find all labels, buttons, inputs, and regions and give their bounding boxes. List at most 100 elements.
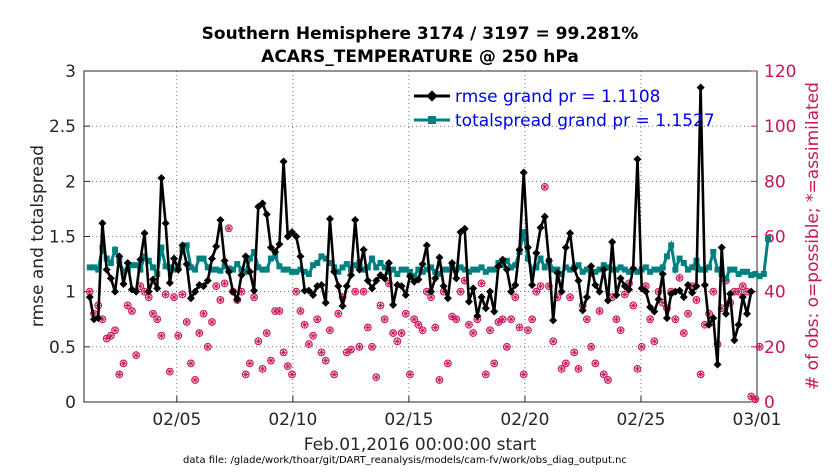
obs-assimilated-marker <box>487 327 494 334</box>
obs-assimilated-marker <box>588 343 595 350</box>
rmse-point <box>174 265 183 274</box>
totalspread-point <box>537 255 544 262</box>
obs-assimilated-marker <box>356 343 363 350</box>
obs-assimilated-marker <box>453 316 460 323</box>
obs-assimilated-marker <box>183 319 190 326</box>
obs-possible-marker <box>203 342 212 351</box>
obs-assimilated-marker <box>318 349 325 356</box>
obs-assimilated-marker <box>465 321 472 328</box>
obs-assimilated-marker <box>242 371 249 378</box>
obs-possible-marker <box>208 318 216 326</box>
rmse-point <box>304 286 313 295</box>
totalspread-point <box>604 264 611 271</box>
rmse-point <box>296 252 305 261</box>
obs-assimilated-marker <box>196 330 203 337</box>
left-axis-ticks: 0 0.5 1 1.5 2 2.5 3 <box>49 62 90 413</box>
obs-assimilated-marker <box>352 288 359 295</box>
obs-assimilated-marker <box>154 316 161 323</box>
rmse-point <box>115 252 124 261</box>
rmse-point <box>338 302 347 311</box>
obs-assimilated-marker <box>158 332 165 339</box>
rmse-point <box>523 243 532 252</box>
totalspread-point <box>326 259 333 266</box>
obs-assimilated-marker <box>613 316 620 323</box>
obs-assimilated-marker <box>406 371 413 378</box>
totalspread-point <box>221 263 228 270</box>
rmse-point <box>262 210 271 219</box>
totalspread-point <box>668 242 675 249</box>
rmse-point <box>212 242 221 251</box>
obs-assimilated-marker <box>390 330 397 337</box>
totalspread-point <box>234 261 241 268</box>
obs-assimilated-marker <box>255 338 262 345</box>
rmse-point <box>317 281 326 290</box>
totalspread-point <box>133 262 140 269</box>
obs-assimilated-marker <box>221 280 228 287</box>
totalspread-point <box>251 248 258 255</box>
obs-assimilated-marker <box>457 288 464 295</box>
totalspread-point <box>242 268 249 275</box>
rmse-point <box>132 287 141 296</box>
rmse-point <box>182 260 191 269</box>
totalspread-point <box>213 266 220 273</box>
obs-possible-marker <box>587 342 596 351</box>
totalspread-point <box>680 259 687 266</box>
obs-assimilated-marker <box>149 310 156 317</box>
rmse-point <box>490 307 499 316</box>
obs-possible-marker <box>469 329 478 337</box>
rmse-point <box>641 287 650 296</box>
obs-assimilated-marker <box>731 288 738 295</box>
totalspread-point <box>562 264 569 271</box>
rmse-point <box>405 272 414 281</box>
rmse-point <box>549 316 558 325</box>
y-axis-label: rmse and totalspread <box>28 145 48 327</box>
obs-assimilated-marker <box>756 343 763 350</box>
rmse-point <box>250 286 259 295</box>
obs-possible-marker <box>224 224 233 233</box>
obs-possible-marker <box>684 309 692 318</box>
obs-assimilated-marker <box>411 316 418 323</box>
totalspread-point <box>377 259 384 266</box>
obs-assimilated-marker <box>394 338 401 345</box>
obs-possible-marker <box>309 331 317 340</box>
rmse-point <box>599 265 608 274</box>
obs-possible-marker <box>650 337 659 346</box>
obs-assimilated-marker <box>347 346 354 353</box>
totalspread-point <box>520 229 527 236</box>
y-tick-label: 2 <box>65 172 76 192</box>
rmse-point <box>435 253 444 262</box>
totalspread-point <box>162 263 169 270</box>
totalspread-point <box>343 261 350 268</box>
obs-assimilated-marker <box>596 307 603 314</box>
x-axis-label: Feb.01,2016 00:00:00 start <box>304 435 537 455</box>
totalspread-point <box>756 273 763 280</box>
rmse-point <box>498 255 507 264</box>
rmse-point <box>536 223 545 232</box>
obs-possible-marker <box>317 348 326 357</box>
rmse-point <box>380 274 389 283</box>
totalspread-point <box>440 266 447 273</box>
rmse-point <box>557 287 566 296</box>
rmse-point <box>464 297 473 306</box>
obs-possible-marker <box>406 370 414 379</box>
obs-assimilated-marker <box>689 283 696 290</box>
obs-assimilated-marker <box>693 296 700 303</box>
obs-assimilated-marker <box>385 280 392 287</box>
obs-possible-marker <box>599 370 608 379</box>
rmse-point <box>633 155 642 164</box>
obs-possible-marker <box>545 282 553 291</box>
obs-assimilated-marker <box>440 288 447 295</box>
obs-possible-marker <box>187 359 195 368</box>
obs-possible-marker <box>532 287 541 296</box>
rmse-point <box>363 276 372 285</box>
totalspread-point <box>508 264 515 271</box>
rmse-point <box>186 294 195 303</box>
totalspread-point <box>411 273 418 280</box>
totalspread-point <box>647 268 654 275</box>
rmse-point <box>266 243 275 252</box>
obs-assimilated-marker <box>217 296 224 303</box>
rmse-point <box>469 284 478 293</box>
obs-possible-marker <box>486 326 494 335</box>
rmse-point <box>566 229 575 238</box>
obs-assimilated-marker <box>213 283 220 290</box>
